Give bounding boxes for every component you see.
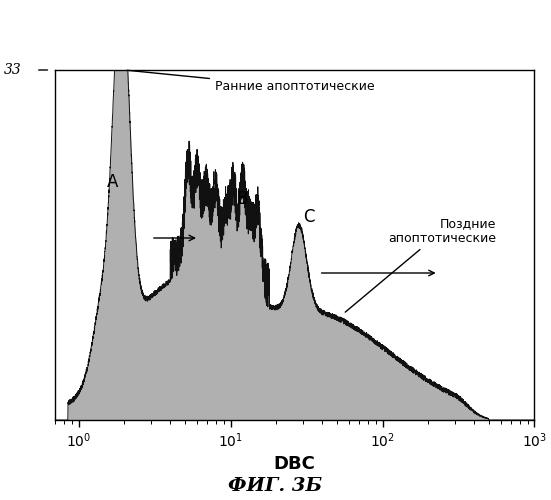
Text: Поздние
апоптотические: Поздние апоптотические [345, 217, 496, 312]
Text: Ранние апоптотические: Ранние апоптотические [127, 70, 375, 94]
Text: 33: 33 [4, 63, 21, 77]
Text: C: C [304, 208, 315, 226]
Text: B: B [236, 190, 248, 208]
Text: A: A [107, 173, 118, 191]
X-axis label: DBC: DBC [274, 454, 316, 472]
Text: ФИГ. 3Б: ФИГ. 3Б [229, 477, 322, 495]
